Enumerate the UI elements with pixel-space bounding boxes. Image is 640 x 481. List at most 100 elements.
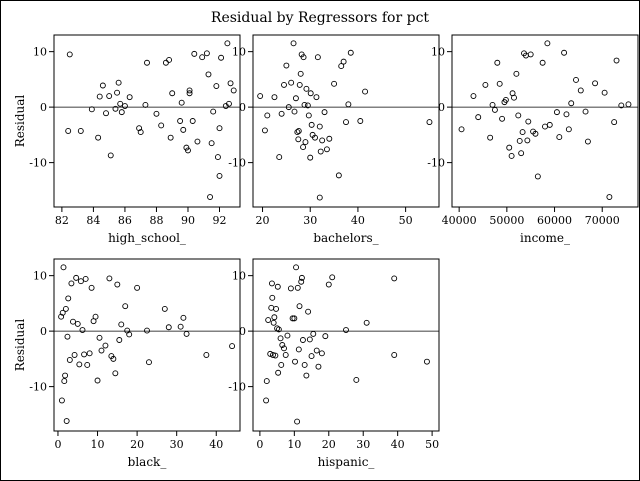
data-point (340, 58, 347, 65)
plot-area-border (53, 34, 241, 208)
data-point (165, 324, 172, 331)
data-point (294, 418, 301, 425)
data-point (326, 135, 333, 142)
data-point (94, 377, 101, 384)
data-point (301, 101, 308, 108)
data-point (79, 327, 86, 333)
data-point (316, 194, 323, 201)
data-point (319, 137, 326, 144)
data-point (343, 119, 349, 126)
data-point (306, 336, 313, 343)
y-tick-label: -10 (228, 157, 246, 170)
data-point (269, 294, 276, 301)
data-point (525, 118, 532, 125)
data-point (153, 110, 160, 117)
data-point (71, 352, 78, 358)
data-point (277, 335, 284, 342)
scatter-panel-4: -10 0 10 0 10 20 30 40 black_ Residual (13, 258, 241, 469)
plot-area-border (451, 34, 639, 208)
data-point (584, 138, 591, 145)
data-point (210, 108, 217, 115)
data-point (308, 353, 315, 360)
data-point (203, 352, 210, 358)
data-point (194, 138, 201, 145)
data-point (58, 397, 65, 404)
x-tick-label: 10 (91, 438, 105, 451)
data-point (270, 319, 277, 326)
data-point (516, 138, 523, 144)
data-point (300, 54, 307, 61)
data-point (303, 372, 310, 379)
x-axis-label: black_ (128, 455, 167, 469)
y-tick-label: 0 (40, 325, 47, 338)
data-point (218, 54, 225, 61)
data-point (68, 280, 75, 287)
data-point (318, 350, 325, 357)
data-point (114, 281, 121, 288)
data-point (185, 147, 191, 154)
data-point (494, 59, 501, 66)
data-point (271, 314, 278, 321)
data-point (102, 342, 109, 349)
data-point (169, 90, 176, 97)
data-point (606, 194, 613, 200)
data-point (314, 54, 321, 61)
x-tick-label: 84 (86, 214, 100, 227)
data-point (534, 173, 541, 180)
data-point (137, 129, 144, 136)
x-tick-label: 0 (256, 438, 263, 451)
x-tick-label: 30 (170, 438, 184, 451)
data-point (470, 93, 477, 99)
data-point (297, 70, 304, 77)
data-point (263, 397, 270, 404)
data-point (116, 337, 123, 343)
data-point (296, 81, 303, 88)
data-point (95, 134, 102, 141)
data-point (76, 361, 83, 368)
x-tick-label: 92 (213, 214, 227, 227)
data-point (275, 326, 282, 333)
data-point (308, 121, 315, 128)
x-tick-label: 30 (356, 438, 370, 451)
data-point (313, 347, 320, 354)
data-point (99, 82, 106, 89)
data-point (281, 81, 287, 88)
data-point (66, 357, 73, 363)
data-point (292, 358, 298, 365)
data-point (305, 308, 312, 315)
data-point (391, 352, 398, 358)
data-point (278, 362, 285, 368)
x-tick-label: 0 (54, 438, 61, 451)
data-point (274, 283, 281, 290)
data-point (122, 303, 129, 310)
data-point (582, 108, 589, 115)
x-tick-label: 60000 (537, 214, 572, 227)
data-point (482, 81, 489, 88)
data-point (321, 109, 328, 116)
data-point (268, 280, 275, 287)
data-point (230, 87, 237, 94)
data-point (458, 126, 465, 133)
y-axis-label: Residual (13, 95, 27, 148)
data-point (73, 274, 80, 281)
data-point (62, 372, 69, 379)
data-point (353, 377, 360, 383)
data-point (310, 330, 317, 337)
data-point (491, 106, 498, 113)
data-point (299, 337, 306, 343)
x-tick-label: 40 (351, 214, 365, 227)
data-point (568, 100, 575, 107)
data-point (186, 87, 193, 94)
data-point (613, 57, 620, 64)
x-tick-label: 50 (399, 214, 413, 227)
data-point (542, 123, 548, 130)
data-point (298, 278, 305, 285)
data-point (276, 154, 283, 161)
data-point (265, 317, 272, 323)
data-point (362, 88, 369, 95)
data-point (295, 136, 302, 143)
data-point (527, 51, 534, 58)
x-tick-label: 20 (130, 438, 144, 451)
data-point (106, 93, 113, 99)
